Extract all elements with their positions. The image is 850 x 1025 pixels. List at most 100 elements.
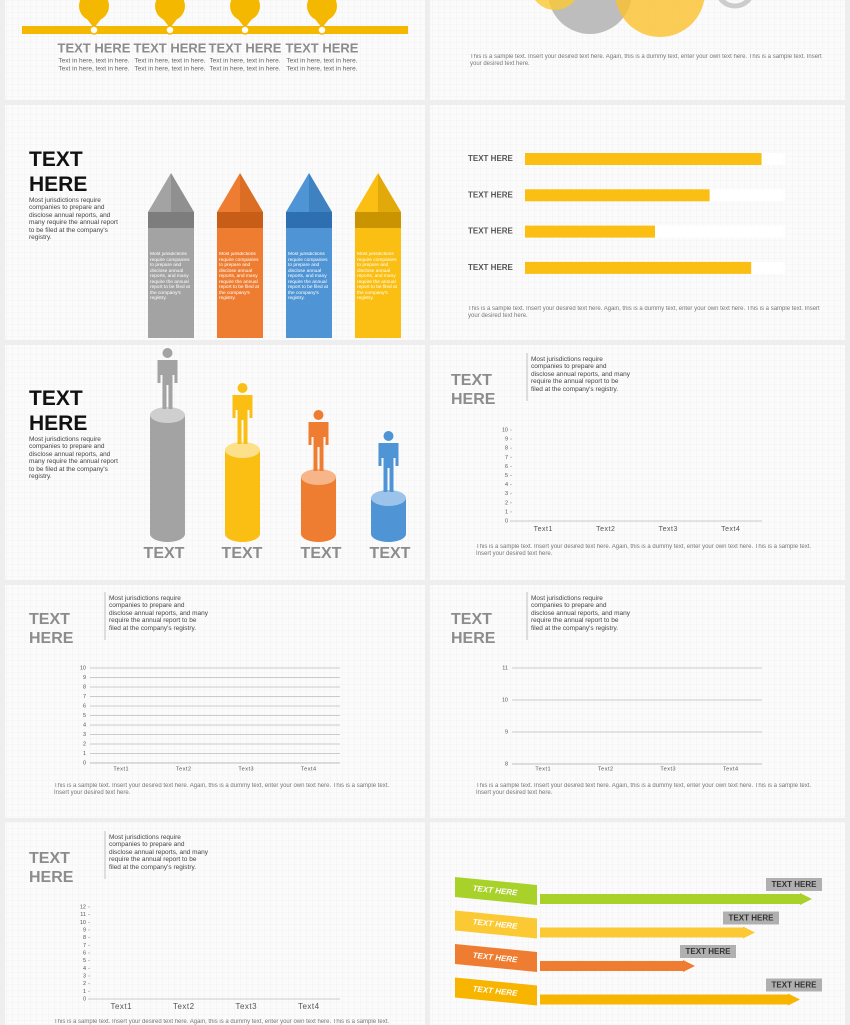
pencil-band bbox=[148, 212, 194, 228]
y-tick-label: 12 bbox=[80, 904, 86, 910]
pencil-body bbox=[148, 228, 194, 338]
timeline-text: Text in here, text in here. bbox=[209, 66, 280, 73]
pencil-text-box: Most jurisdictions require companies to … bbox=[357, 252, 397, 302]
x-tick-label: Text1 bbox=[534, 526, 553, 533]
bar bbox=[525, 225, 655, 238]
panel bbox=[5, 0, 425, 100]
body-text: Most jurisdictions require companies to … bbox=[109, 834, 209, 871]
caption: This is a sample text. Insert your desir… bbox=[54, 783, 390, 796]
timeline-title: TEXT HERE bbox=[134, 40, 207, 55]
y-tick-label: 9 bbox=[505, 729, 508, 735]
y-tick-label: 8 bbox=[505, 446, 508, 452]
x-tick-label: Text3 bbox=[235, 1002, 257, 1011]
section-title: TEXT HERE bbox=[29, 387, 88, 436]
y-tick-label: 9 bbox=[505, 437, 508, 443]
y-tick-label: 7 bbox=[83, 694, 86, 700]
body-text: Most jurisdictions require companies to … bbox=[109, 595, 209, 632]
arrow-head bbox=[743, 926, 755, 939]
circle-yellow-small bbox=[535, 0, 575, 10]
caption: This is a sample text. Insert your desir… bbox=[468, 306, 820, 319]
caption: This is a sample text. Insert your desir… bbox=[470, 54, 822, 67]
chart-title-box: TEXT HERE bbox=[451, 611, 495, 647]
bar-label: TEXT HERE bbox=[468, 227, 514, 236]
chart-title: TEXT HERE bbox=[29, 850, 74, 887]
body-text-box: Most jurisdictions require companies to … bbox=[531, 595, 630, 632]
person-head bbox=[162, 348, 173, 358]
x-tick-label: Text2 bbox=[176, 766, 192, 772]
pencil-band bbox=[217, 212, 263, 228]
body-text-box: Most jurisdictions require companies to … bbox=[531, 356, 630, 393]
ribbon bbox=[455, 977, 537, 1006]
arrow-bar bbox=[540, 994, 788, 1005]
y-tick-label: 0 bbox=[83, 760, 86, 766]
x-tick-label: Text1 bbox=[535, 766, 551, 772]
pencil-band bbox=[355, 212, 401, 228]
person-body bbox=[308, 422, 329, 471]
y-tick-label: 0 bbox=[83, 996, 86, 1002]
tag-label: TEXT HERE bbox=[772, 880, 818, 889]
section-title: TEXT HERE bbox=[29, 148, 88, 197]
arrow-bar bbox=[540, 894, 800, 904]
x-tick-label: Text4 bbox=[723, 766, 739, 772]
person-head bbox=[237, 383, 248, 393]
y-tick-label: 4 bbox=[505, 482, 508, 488]
chart-title-box: TEXT HERE bbox=[29, 611, 74, 648]
body-text: Most jurisdictions require companies to … bbox=[29, 436, 118, 481]
x-tick-label: Text4 bbox=[721, 526, 740, 533]
y-tick-label: 4 bbox=[83, 722, 86, 728]
timeline-text: Text in here, text in here. bbox=[286, 66, 357, 73]
caption-box: This is a sample text. Insert your desir… bbox=[54, 783, 390, 796]
y-tick-label: 5 bbox=[83, 958, 86, 964]
arrow-head bbox=[788, 993, 800, 1006]
bar-label: TEXT HERE bbox=[468, 154, 514, 163]
x-tick-label: Text2 bbox=[598, 766, 614, 772]
caption: This is a sample text. Insert your desir… bbox=[54, 1019, 390, 1025]
pencil-tip-shade bbox=[378, 173, 401, 212]
body-text-box: Most jurisdictions require companies to … bbox=[109, 834, 209, 871]
pencil-text-box: Most jurisdictions require companies to … bbox=[219, 252, 259, 302]
x-tick-label: Text1 bbox=[110, 1002, 132, 1011]
tag bbox=[766, 978, 822, 992]
pencil-text: Most jurisdictions require companies to … bbox=[357, 252, 397, 302]
timeline-text: Text in here, text in here. bbox=[286, 58, 357, 65]
y-tick-label: 5 bbox=[83, 713, 86, 719]
y-tick-label: 3 bbox=[83, 973, 86, 979]
body-text: Most jurisdictions require companies to … bbox=[29, 197, 118, 242]
y-tick-label: 1 bbox=[83, 989, 86, 995]
chart-title-box: TEXT HERE bbox=[29, 850, 74, 887]
panel bbox=[5, 585, 425, 818]
cylinder-label: TEXT bbox=[222, 545, 263, 562]
y-tick-label: 8 bbox=[83, 684, 86, 690]
pencil-body bbox=[217, 228, 263, 338]
pin-tip bbox=[83, 14, 105, 28]
ribbon bbox=[455, 944, 537, 972]
y-tick-label: 9 bbox=[83, 675, 86, 681]
cylinder bbox=[371, 498, 406, 542]
pin-tip bbox=[311, 14, 333, 28]
x-tick-label: Text4 bbox=[301, 766, 317, 772]
tag-label: TEXT HERE bbox=[729, 914, 775, 923]
y-tick-label: 1 bbox=[83, 751, 86, 757]
cylinder-top bbox=[301, 469, 336, 485]
chart-title: TEXT HERE bbox=[29, 611, 74, 648]
y-tick-label: 0 bbox=[505, 518, 508, 524]
pencil-text: Most jurisdictions require companies to … bbox=[219, 252, 259, 302]
y-tick-label: 6 bbox=[83, 950, 86, 956]
body-text-box: Most jurisdictions require companies to … bbox=[109, 595, 209, 632]
y-tick-label: 2 bbox=[505, 500, 508, 506]
y-tick-label: 9 bbox=[83, 927, 86, 933]
pin-tip bbox=[234, 14, 256, 28]
arrow-bar bbox=[540, 961, 683, 971]
caption-box: This is a sample text. Insert your desir… bbox=[54, 1019, 390, 1025]
tag-label: TEXT HERE bbox=[686, 947, 732, 956]
cylinder-label: TEXT bbox=[301, 545, 342, 562]
y-tick-label: 1 bbox=[505, 509, 508, 515]
x-tick-label: Text2 bbox=[596, 526, 615, 533]
y-tick-label: 8 bbox=[83, 935, 86, 941]
chart-title-box: TEXT HERE bbox=[451, 372, 495, 408]
cylinder bbox=[225, 450, 260, 542]
y-tick-label: 11 bbox=[80, 912, 86, 918]
circle-ring bbox=[718, 0, 752, 9]
